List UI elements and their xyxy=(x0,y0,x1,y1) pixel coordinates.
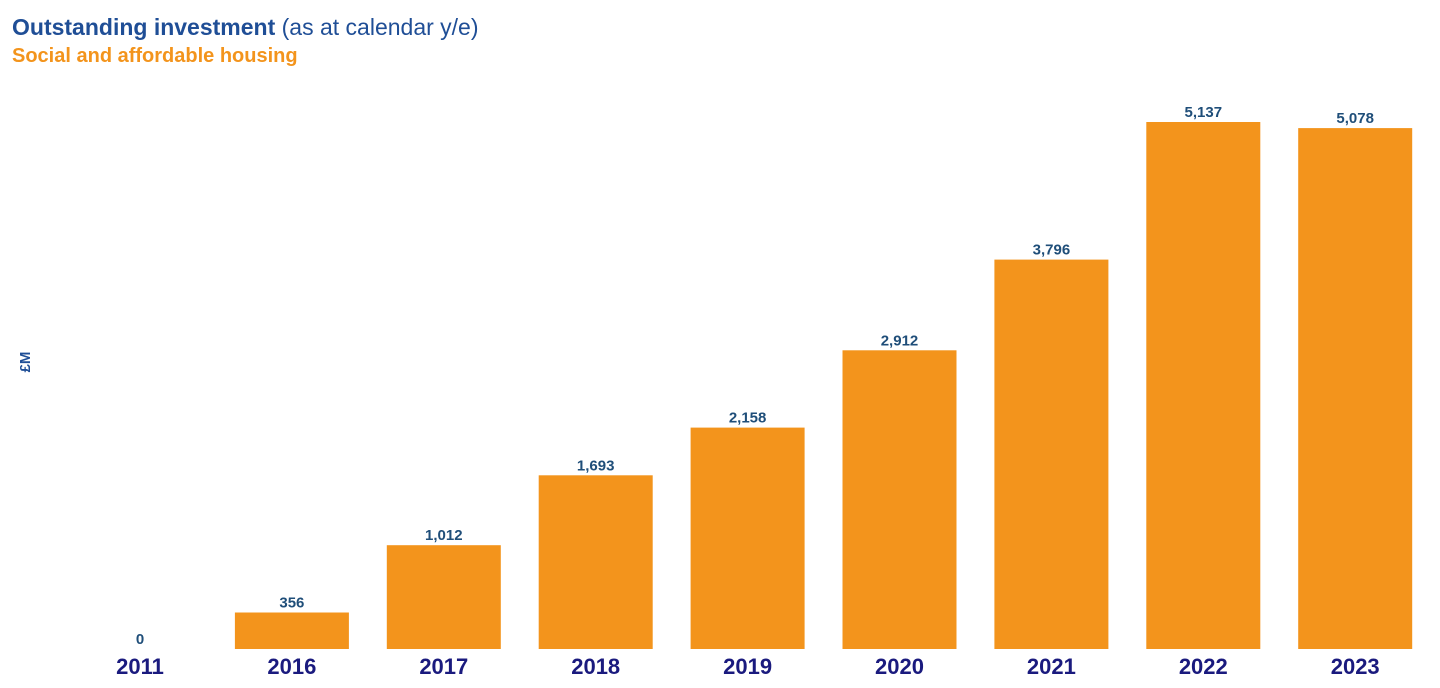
value-label-2019: 2,158 xyxy=(729,410,767,427)
y-axis-label: £M xyxy=(17,352,34,373)
bar-2019 xyxy=(690,427,805,649)
chart-title-bold: Outstanding investment xyxy=(12,14,276,40)
x-tick-label-2011: 2011 xyxy=(116,654,164,679)
x-tick-label-2021: 2021 xyxy=(1027,654,1076,679)
chart-header: Outstanding investment (as at calendar y… xyxy=(12,12,479,70)
bar-2017 xyxy=(386,545,501,649)
x-tick-label-2016: 2016 xyxy=(267,654,316,679)
value-label-2021: 3,796 xyxy=(1033,242,1071,259)
x-axis-tick-labels: 2011 2016 2017 2018 2019 2020 2021 2022 2023 xyxy=(116,654,1380,679)
value-label-2016: 356 xyxy=(279,595,304,612)
value-label-2017: 1,012 xyxy=(425,527,463,544)
bar-2021 xyxy=(994,259,1109,649)
value-label-2023: 5,078 xyxy=(1336,110,1374,127)
chart-title-qualifier: (as at calendar y/e) xyxy=(275,14,479,40)
x-tick-label-2017: 2017 xyxy=(419,654,468,679)
bar-2018 xyxy=(538,475,653,649)
value-label-2018: 1,693 xyxy=(577,457,615,474)
bar-2023 xyxy=(1298,128,1413,650)
value-label-2011: 0 xyxy=(136,631,144,648)
bar-series xyxy=(234,122,1413,650)
bar-2016 xyxy=(234,612,349,649)
x-tick-label-2022: 2022 xyxy=(1179,654,1228,679)
bar-2022 xyxy=(1146,122,1261,649)
value-label-2020: 2,912 xyxy=(881,332,919,349)
bar-2020 xyxy=(842,350,957,649)
x-tick-label-2019: 2019 xyxy=(723,654,772,679)
x-tick-label-2018: 2018 xyxy=(571,654,620,679)
value-labels: 0 356 1,012 1,693 2,158 2,912 3,796 5,137 5,078 xyxy=(136,104,1374,648)
chart-subtitle: Social and affordable housing xyxy=(12,45,298,67)
value-label-2022: 5,137 xyxy=(1185,104,1223,121)
x-tick-label-2020: 2020 xyxy=(875,654,924,679)
chart-title: Outstanding investment (as at calendar y… xyxy=(12,12,479,42)
x-tick-label-2023: 2023 xyxy=(1331,654,1380,679)
